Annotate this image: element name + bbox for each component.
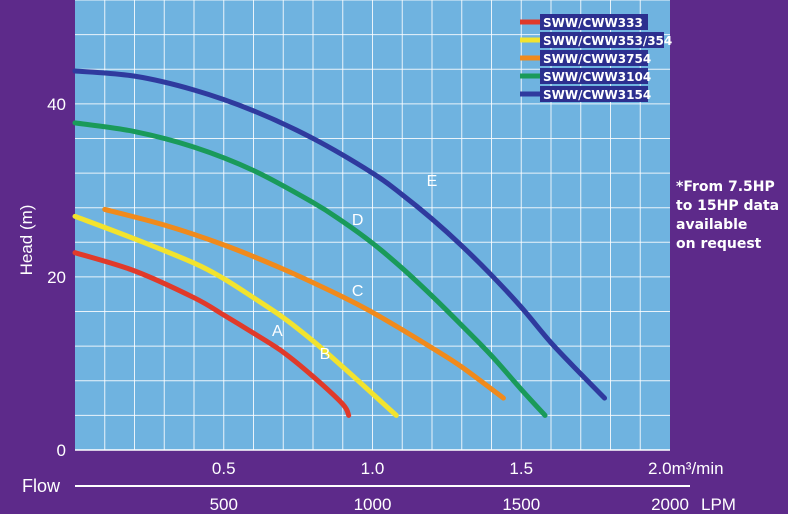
y-tick-label: 20 <box>47 268 66 287</box>
x-tick-labels-m3: 0.5 1.0 1.5 2.0m³/min <box>212 459 724 478</box>
x-tick-label-m3: 0.5 <box>212 459 236 478</box>
x-tick-label-m3: 1.0 <box>361 459 385 478</box>
legend-label-bg <box>540 68 648 84</box>
legend-label-bg <box>540 86 648 102</box>
curve-label-a: A <box>272 323 283 340</box>
series-line-c <box>102 206 506 401</box>
lpm-unit-label: LPM <box>701 495 736 514</box>
series-line-e <box>72 68 608 401</box>
y-tick-label: 0 <box>57 441 66 460</box>
series-line-b <box>72 213 399 418</box>
availability-note: *From 7.5HP to 15HP data available on re… <box>676 178 784 254</box>
grid-lines <box>75 0 670 450</box>
series-line-a <box>72 250 352 418</box>
x-tick-label-lpm: 500 <box>210 495 238 514</box>
curve-label-b: B <box>320 346 331 363</box>
curve-label-c: C <box>352 283 364 300</box>
y-axis-label: Head (m) <box>17 205 36 276</box>
y-tick-labels: 0 20 40 <box>47 95 66 460</box>
x-tick-label-lpm: 1000 <box>354 495 392 514</box>
x-tick-label-lpm: 1500 <box>502 495 540 514</box>
curve-label-d: D <box>352 212 364 229</box>
legend-label-bg <box>540 14 648 30</box>
x-tick-label-lpm: 2000 <box>651 495 689 514</box>
legend-label: SWW/CWW3154 <box>543 88 651 102</box>
legend-label: SWW/CWW353/354 <box>543 34 672 48</box>
note-line: available <box>676 217 748 233</box>
note-line: to 15HP data <box>676 198 780 214</box>
series-layer: A B C D E <box>72 68 608 418</box>
x-axis-label: Flow <box>22 476 61 496</box>
series-line-d <box>72 120 548 418</box>
y-tick-label: 40 <box>47 95 66 114</box>
x-tick-labels-lpm: 500 1000 1500 2000 <box>210 495 689 514</box>
note-line: on request <box>676 236 762 252</box>
legend: SWW/CWW333 SWW/CWW353/354 SWW/CWW3754 SWW/C… <box>520 14 672 102</box>
legend-label: SWW/CWW3104 <box>543 70 651 84</box>
x-tick-label-m3: 1.5 <box>509 459 533 478</box>
legend-label: SWW/CWW333 <box>543 16 643 30</box>
note-line: *From 7.5HP <box>676 179 775 195</box>
x-tick-label-m3: 2.0m³/min <box>648 459 724 478</box>
legend-label-bg <box>540 32 664 48</box>
legend-label: SWW/CWW3754 <box>543 52 651 66</box>
curve-label-e: E <box>427 173 438 190</box>
legend-label-bg <box>540 50 648 66</box>
